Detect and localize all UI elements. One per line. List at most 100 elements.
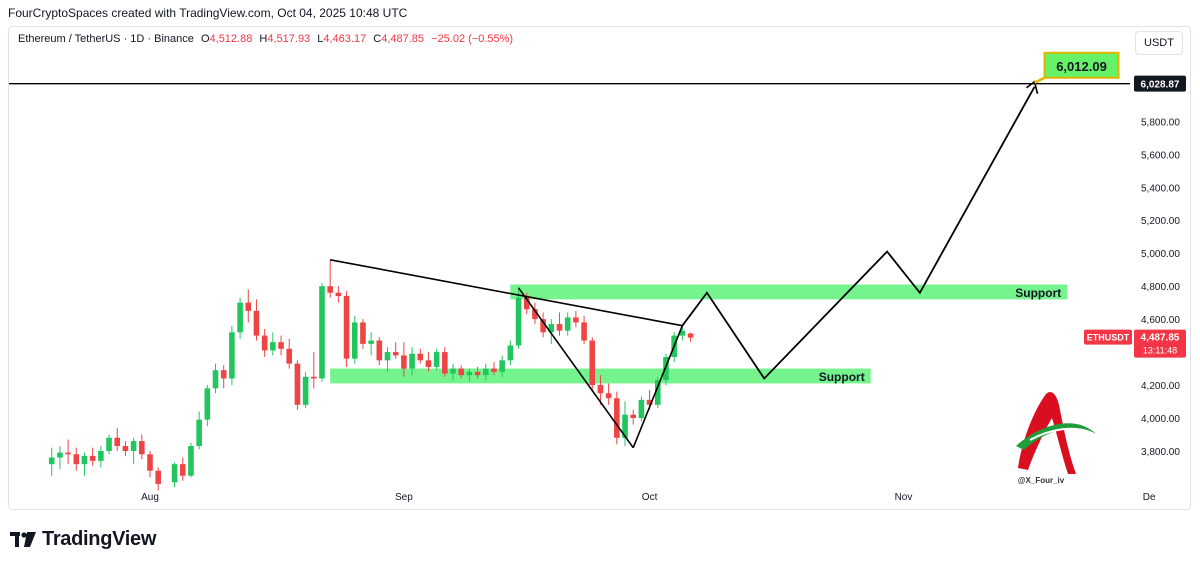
chart-attribution: FourCryptoSpaces created with TradingVie… — [8, 6, 408, 20]
current-price-value: 4,487.85 — [1141, 333, 1180, 344]
candle-body — [65, 452, 71, 455]
symbol-name[interactable]: Ethereum / TetherUS · 1D · Binance — [18, 33, 194, 45]
support-zone-label: Support — [1015, 286, 1061, 300]
candle-body — [81, 455, 88, 465]
logo-red-stroke — [1018, 391, 1076, 474]
candle-body — [188, 446, 194, 476]
candle-body — [237, 302, 243, 333]
time-tick-label: Oct — [642, 492, 658, 503]
candle-body — [605, 393, 612, 399]
candle-body — [212, 370, 219, 389]
candle-body — [155, 470, 161, 484]
candle-body — [139, 441, 145, 455]
price-tick-label: 3,800.00 — [1141, 447, 1180, 458]
candle-body — [548, 324, 555, 333]
candle-body — [507, 345, 514, 361]
line-price-tag — [1134, 75, 1186, 92]
candle-body — [220, 370, 227, 379]
time-tick-label: Nov — [895, 492, 913, 503]
candle-body — [450, 368, 456, 374]
candle-body — [499, 360, 505, 372]
candle-body — [261, 335, 268, 351]
currency-unit-button[interactable]: USDT — [1135, 31, 1183, 55]
chart-frame — [8, 26, 1191, 510]
close-label: C — [373, 33, 382, 45]
candle-body — [368, 340, 374, 344]
trendline — [330, 259, 683, 327]
candle-body — [327, 286, 333, 293]
low-label: L — [317, 33, 324, 45]
ohlc-legend: Ethereum / TetherUS · 1D · Binance O4,51… — [18, 33, 513, 45]
candle-body — [204, 388, 211, 420]
tradingview-brand[interactable]: TradingView — [10, 528, 156, 551]
candle-body — [106, 437, 112, 451]
time-axis[interactable]: Aug Sep Oct Nov De — [141, 492, 1156, 503]
candle-body — [73, 454, 80, 465]
trendlines — [9, 82, 1130, 449]
price-tick-label: 4,000.00 — [1141, 414, 1180, 425]
candle-body — [376, 340, 383, 361]
candle-body — [319, 286, 325, 379]
projection-path — [681, 86, 1036, 380]
candle-body — [433, 352, 440, 367]
price-tick-label: 4,200.00 — [1141, 381, 1180, 392]
high-value: 4,517.93 — [267, 33, 311, 45]
time-tick-label: De — [1143, 492, 1156, 503]
price-axis[interactable]: 3,800.004,000.004,200.004,400.004,600.00… — [1141, 117, 1180, 458]
target-label: 6,012.09 — [1033, 51, 1120, 84]
price-tick-label: 5,400.00 — [1141, 183, 1180, 194]
candle-body — [360, 322, 366, 344]
candle-body — [540, 319, 546, 333]
candle-body — [654, 380, 661, 405]
price-tick-label: 5,000.00 — [1141, 249, 1180, 260]
time-tick-label: Sep — [395, 492, 413, 503]
open-label: O — [200, 33, 210, 45]
candle-body — [130, 441, 137, 451]
candle-body — [311, 376, 317, 379]
candle-body — [573, 317, 579, 323]
symbol-tag-label: ETHUSDT — [1087, 333, 1130, 343]
price-tick-label: 4,800.00 — [1141, 282, 1180, 293]
candle-body — [614, 398, 620, 438]
candle-countdown: 13:11:48 — [1143, 346, 1177, 356]
trendline — [632, 325, 684, 448]
candle-body — [384, 352, 391, 361]
candle-body — [343, 296, 350, 359]
candle-body — [556, 324, 563, 331]
support-zone-label: Support — [819, 370, 865, 384]
candle-body — [302, 376, 309, 405]
support-zones: Support Support — [330, 284, 1068, 384]
candle-body — [57, 452, 63, 458]
candle-body — [409, 353, 415, 369]
candle-body — [253, 310, 260, 336]
candle-body — [171, 464, 178, 483]
candle-body — [638, 399, 645, 418]
candle-body — [458, 368, 465, 376]
candle-body — [48, 457, 55, 465]
projection — [681, 80, 1039, 380]
high-label: H — [259, 33, 268, 45]
candle-body — [401, 355, 407, 369]
close-value: 4,487.85 — [381, 33, 425, 45]
open-value: 4,512.88 — [209, 33, 253, 45]
logo-swoosh-highlight — [1029, 427, 1091, 441]
candle-body — [646, 399, 653, 405]
candle-body — [392, 352, 399, 356]
price-tick-label: 5,200.00 — [1141, 216, 1180, 227]
candle-body — [679, 330, 686, 336]
candle-body — [351, 322, 358, 359]
target-value: 6,012.09 — [1056, 59, 1107, 74]
candle-body — [564, 317, 571, 331]
change-value: −25.02 (−0.55%) — [431, 33, 514, 45]
candle-body — [270, 342, 276, 351]
candle-body — [286, 348, 293, 364]
symbol-tag — [1084, 329, 1132, 345]
candle-body — [442, 352, 448, 374]
candle-body — [278, 342, 284, 349]
price-tags: 6,028.87 ETHUSDT 4,487.85 13:11:48 — [1084, 75, 1186, 358]
candle-body — [687, 333, 694, 338]
candle-body — [581, 322, 587, 341]
tradingview-logo-icon — [10, 531, 36, 547]
current-price-tag — [1134, 329, 1186, 358]
